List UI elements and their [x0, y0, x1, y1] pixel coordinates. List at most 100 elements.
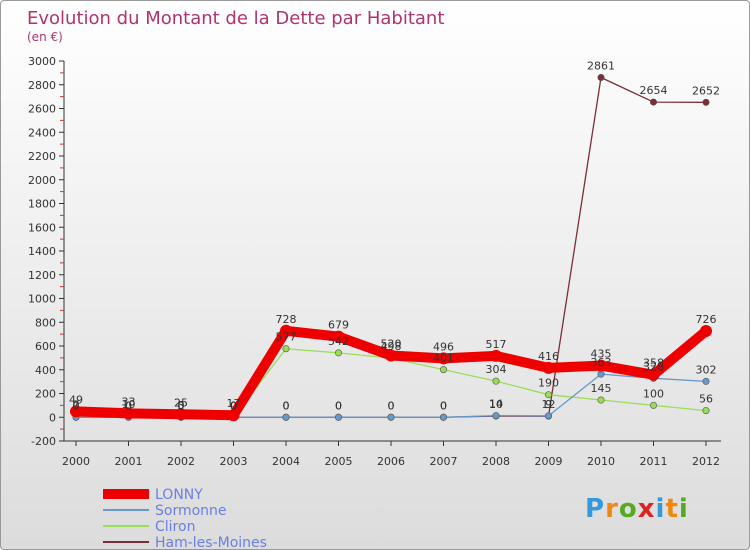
series-points — [70, 74, 712, 422]
y-tick-label: 3000 — [28, 55, 56, 68]
x-tick-label: 2001 — [115, 455, 143, 468]
data-label-ham-les-moines: 0 — [388, 399, 395, 412]
logo-letter: i — [679, 494, 689, 524]
data-label-cliron: 3 — [178, 399, 185, 412]
data-label-lonny: 520 — [381, 338, 402, 351]
series-point-sormonne — [702, 377, 710, 385]
data-label-cliron: 190 — [538, 377, 559, 390]
legend-label-cliron: Cliron — [155, 519, 195, 535]
y-tick-label: 1800 — [28, 198, 56, 211]
axes — [63, 61, 721, 442]
series-point-lonny — [70, 405, 82, 418]
chart-title: Evolution du Montant de la Dette par Hab… — [27, 8, 444, 29]
x-tick-label: 2008 — [482, 455, 510, 468]
proxiti-logo: Proxiti — [585, 494, 689, 524]
series-point-ham-les-moines — [649, 98, 657, 106]
x-axis-ticks: 2000 2001 2002 2003 2004 2005 2006 2007 2008 2009… — [62, 441, 720, 468]
data-label-lonny: 496 — [433, 340, 454, 353]
y-tick-label: 2200 — [28, 150, 56, 163]
series-point-lonny — [122, 407, 135, 420]
y-tick-label: 400 — [35, 364, 56, 377]
series-point-sormonne — [334, 413, 342, 421]
data-label-lonny: 679 — [328, 319, 349, 332]
data-label-ham-les-moines: 0 — [178, 399, 185, 412]
data-label-cliron: 498 — [381, 340, 402, 353]
data-label-cliron: 100 — [643, 387, 664, 400]
series-point-ham-les-moines — [597, 74, 605, 82]
series-point-cliron — [282, 345, 290, 353]
data-label-cliron: 401 — [433, 352, 454, 365]
data-label-sormonne: 0 — [73, 399, 80, 412]
series-point-cliron — [597, 396, 605, 404]
data-label-ham-les-moines: 10 — [489, 398, 503, 411]
data-label-cliron: 10 — [122, 398, 136, 411]
data-label-sormonne: 0 — [125, 399, 132, 412]
y-tick-label: 800 — [35, 316, 56, 329]
y-tick-label: 1000 — [28, 293, 56, 306]
legend-label-sormonne: Sormonne — [155, 503, 227, 519]
series-point-cliron — [334, 349, 342, 357]
x-tick-label: 2005 — [325, 455, 353, 468]
data-label-sormonne: 0 — [335, 399, 342, 412]
series-point-lonny — [647, 368, 660, 381]
series-point-lonny — [595, 359, 607, 372]
data-label-sormonne: 302 — [696, 363, 717, 376]
series-point-lonny — [700, 325, 712, 338]
series-point-sormonne — [439, 413, 447, 421]
series-point-lonny — [437, 352, 450, 365]
y-tick-label: 0 — [49, 411, 56, 424]
series-point-sormonne — [492, 412, 500, 420]
data-label-cliron: 542 — [328, 335, 349, 348]
x-tick-label: 2012 — [692, 455, 720, 468]
y-tick-label: 2400 — [28, 126, 56, 139]
data-label-lonny: 728 — [276, 313, 297, 326]
data-label-cliron: 304 — [486, 363, 507, 376]
data-label-lonny: 25 — [174, 396, 188, 409]
x-tick-label: 2011 — [640, 455, 668, 468]
y-tick-label: 600 — [35, 340, 56, 353]
series-point-cliron — [492, 377, 500, 385]
data-label-ham-les-moines: 0 — [230, 399, 237, 412]
data-label-lonny: 49 — [69, 393, 83, 406]
data-label-sormonne: 14 — [489, 398, 503, 411]
data-label-ham-les-moines: 0 — [440, 399, 447, 412]
data-label-cliron: 56 — [699, 393, 713, 406]
legend-label-ham-les-moines: Ham-les-Moines — [155, 535, 267, 550]
data-label-ham-les-moines: 2861 — [587, 60, 615, 73]
data-label-lonny: 435 — [591, 348, 612, 361]
logo-letter: P — [585, 494, 605, 524]
data-label-sormonne: 12 — [542, 398, 556, 411]
data-label-lonny: 517 — [486, 338, 507, 351]
x-tick-label: 2000 — [62, 455, 90, 468]
series-lines — [71, 76, 711, 421]
y-tick-label: -200 — [31, 435, 56, 448]
series-point-lonny — [227, 409, 240, 422]
x-tick-label: 2003 — [220, 455, 248, 468]
logo-letter: o — [619, 494, 638, 524]
series-point-lonny — [332, 330, 345, 343]
data-label-lonny: 33 — [122, 395, 136, 408]
data-label-lonny: 358 — [643, 357, 664, 370]
series-point-cliron — [439, 366, 447, 374]
series-point-cliron — [649, 401, 657, 409]
logo-text: Proxiti — [585, 494, 689, 524]
logo-letter: r — [605, 494, 619, 524]
y-tick-label: 200 — [35, 388, 56, 401]
x-tick-label: 2010 — [587, 455, 615, 468]
y-tick-label: 2800 — [28, 79, 56, 92]
data-label-ham-les-moines: 0 — [125, 399, 132, 412]
chart-subtitle: (en €) — [27, 30, 63, 44]
y-tick-label: 2000 — [28, 174, 56, 187]
x-tick-label: 2002 — [167, 455, 195, 468]
series-point-sormonne — [282, 413, 290, 421]
data-label-sormonne: 0 — [230, 399, 237, 412]
data-label-lonny: 17 — [227, 397, 241, 410]
data-label-ham-les-moines: 0 — [335, 399, 342, 412]
data-label-sormonne: 328 — [643, 360, 664, 373]
data-label-cliron: 0 — [230, 399, 237, 412]
x-tick-label: 2006 — [377, 455, 405, 468]
x-tick-label: 2009 — [535, 455, 563, 468]
y-tick-label: 2600 — [28, 103, 56, 116]
